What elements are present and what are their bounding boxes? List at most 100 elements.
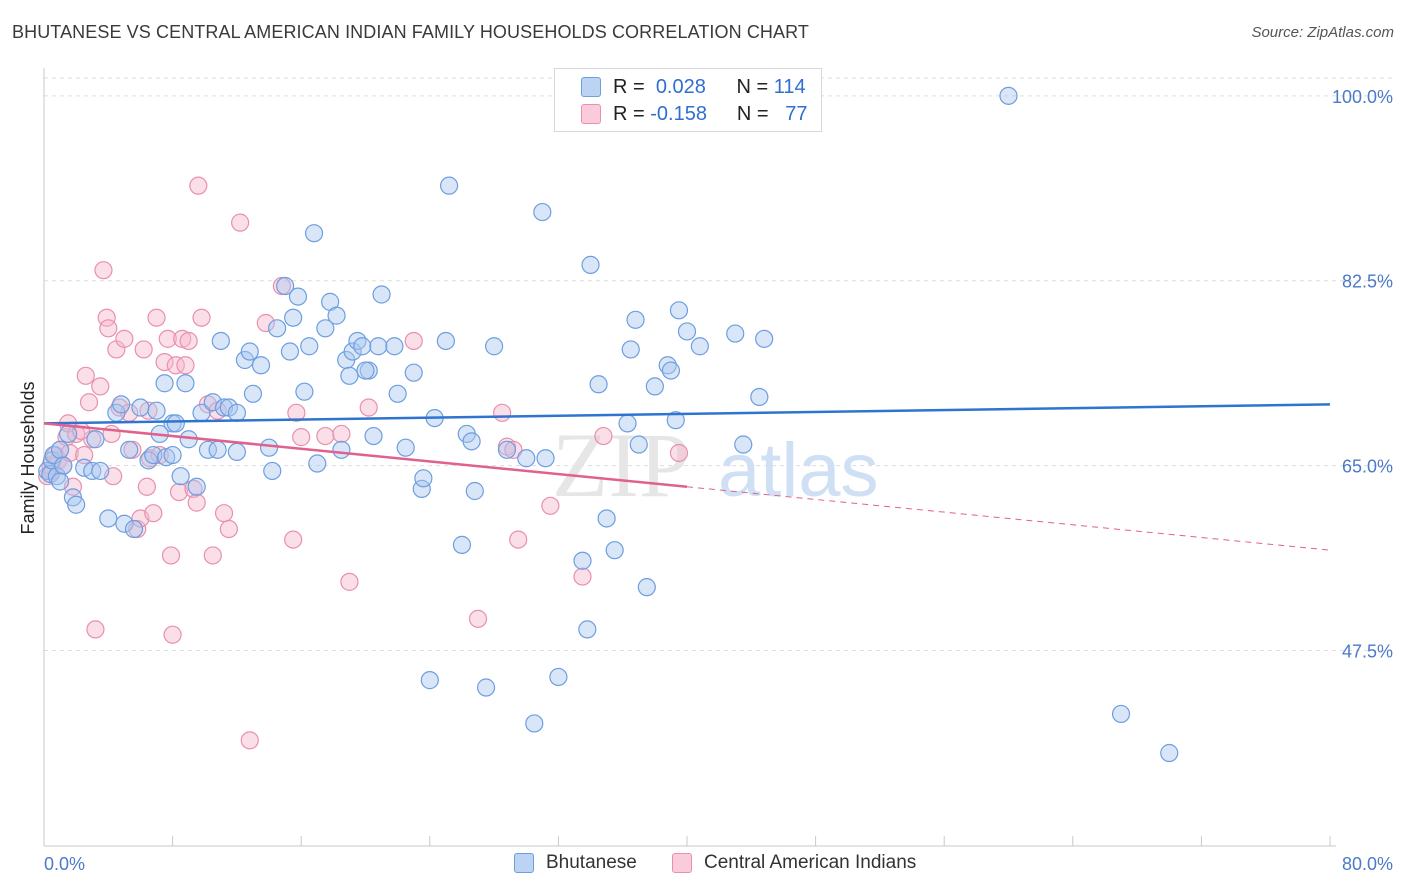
data-point-bhutanese [47, 467, 66, 486]
data-point-central-american-indians [573, 567, 592, 586]
y-axis-title: Family Households [18, 381, 38, 534]
data-point-bhutanese [605, 541, 624, 560]
data-point-bhutanese [578, 620, 597, 639]
data-point-central-american-indians [115, 329, 134, 348]
data-point-bhutanese [280, 342, 300, 361]
data-point-bhutanese [626, 310, 645, 329]
trend-line-bhutanese [43, 403, 1331, 425]
data-point-bhutanese [658, 356, 677, 375]
data-point-central-american-indians [192, 308, 211, 327]
data-point-bhutanese [208, 440, 227, 459]
chart-source: Source: ZipAtlas.com [1251, 24, 1394, 41]
data-point-bhutanese [372, 285, 391, 304]
data-point-bhutanese [115, 514, 134, 533]
data-point-bhutanese [50, 472, 70, 491]
data-point-central-american-indians [219, 519, 238, 539]
data-point-bhutanese [343, 342, 362, 361]
x-tick-label: 80.0% [1342, 854, 1393, 874]
data-point-bhutanese [581, 255, 600, 274]
data-point-bhutanese [54, 456, 73, 475]
y-tick-label: 65.0% [1342, 457, 1393, 477]
data-point-central-american-indians [203, 546, 222, 565]
data-point-bhutanese [50, 440, 70, 459]
data-point-bhutanese [485, 337, 504, 356]
data-point-bhutanese [308, 454, 327, 473]
data-point-central-american-indians [91, 377, 110, 396]
data-point-bhutanese [755, 329, 774, 348]
data-point-bhutanese [203, 393, 222, 412]
data-point-bhutanese [304, 224, 324, 243]
data-point-bhutanese [251, 356, 271, 375]
legend-r-value: 0.028 [655, 75, 706, 98]
data-point-bhutanese [147, 401, 166, 420]
data-point-bhutanese [1111, 704, 1131, 724]
data-point-bhutanese [533, 202, 552, 222]
data-point-bhutanese [235, 350, 255, 370]
data-point-bhutanese [396, 438, 415, 457]
legend-r-label: R = [613, 102, 645, 125]
y-tick-label: 47.5% [1342, 642, 1393, 662]
data-point-bhutanese [263, 461, 282, 481]
data-point-bhutanese [388, 384, 407, 403]
data-point-central-american-indians [102, 424, 121, 444]
data-point-central-american-indians [94, 261, 113, 280]
data-point-bhutanese [139, 451, 158, 470]
data-point-central-american-indians [79, 393, 99, 412]
data-point-central-american-indians [594, 426, 613, 446]
data-point-bhutanese [536, 449, 555, 468]
data-point-central-american-indians [187, 493, 206, 512]
data-point-bhutanese [645, 377, 664, 396]
data-point-central-american-indians [240, 731, 259, 750]
data-point-central-american-indians [86, 620, 105, 639]
data-point-bhutanese [284, 308, 303, 327]
data-point-bhutanese [155, 374, 174, 393]
data-point-bhutanese [131, 398, 150, 417]
legend-n-label: N = [736, 75, 769, 98]
data-point-bhutanese [348, 331, 367, 351]
data-point-bhutanese [1160, 743, 1179, 763]
watermark: ZIP atlas [552, 414, 879, 516]
data-point-bhutanese [211, 331, 230, 351]
data-point-bhutanese [629, 435, 648, 454]
data-point-central-american-indians [287, 403, 306, 422]
data-point-bhutanese [549, 667, 568, 687]
data-point-central-american-indians [158, 329, 177, 348]
data-point-bhutanese [327, 306, 346, 325]
data-point-central-american-indians [176, 356, 195, 375]
data-point-bhutanese [86, 430, 105, 449]
watermark-atlas: atlas [718, 428, 879, 513]
data-point-bhutanese [618, 414, 637, 433]
data-point-bhutanese [38, 461, 57, 481]
data-point-central-american-indians [493, 403, 512, 422]
data-point-central-american-indians [316, 426, 335, 446]
data-point-bhutanese [227, 442, 246, 462]
data-point-central-american-indians [161, 546, 181, 565]
data-point-bhutanese [690, 337, 709, 356]
data-point-bhutanese [227, 403, 246, 422]
data-point-central-american-indians [359, 398, 378, 417]
data-point-central-american-indians [144, 504, 163, 523]
data-point-bhutanese [288, 287, 308, 306]
data-point-bhutanese [517, 449, 536, 468]
data-point-central-american-indians [504, 440, 523, 459]
data-point-bhutanese [436, 331, 455, 351]
data-point-central-american-indians [669, 443, 689, 463]
x-ticks [43, 836, 1331, 846]
data-point-bhutanese [439, 176, 459, 195]
data-point-bhutanese [300, 337, 319, 356]
data-point-bhutanese [750, 387, 769, 407]
data-point-bhutanese [677, 322, 697, 341]
data-point-central-american-indians [179, 331, 198, 351]
data-point-bhutanese [112, 395, 131, 414]
data-point-bhutanese [999, 86, 1018, 105]
legend-label-central-american-indians: Central American Indians [704, 852, 917, 873]
y-tick-label: 82.5% [1342, 272, 1393, 292]
data-point-bhutanese [420, 671, 439, 690]
data-point-central-american-indians [76, 366, 95, 385]
data-point-bhutanese [120, 440, 139, 459]
data-point-central-american-indians [75, 445, 94, 465]
data-point-central-american-indians [231, 213, 250, 232]
data-point-bhutanese [198, 440, 218, 459]
data-point-bhutanese [734, 435, 753, 454]
data-point-bhutanese [316, 319, 335, 338]
